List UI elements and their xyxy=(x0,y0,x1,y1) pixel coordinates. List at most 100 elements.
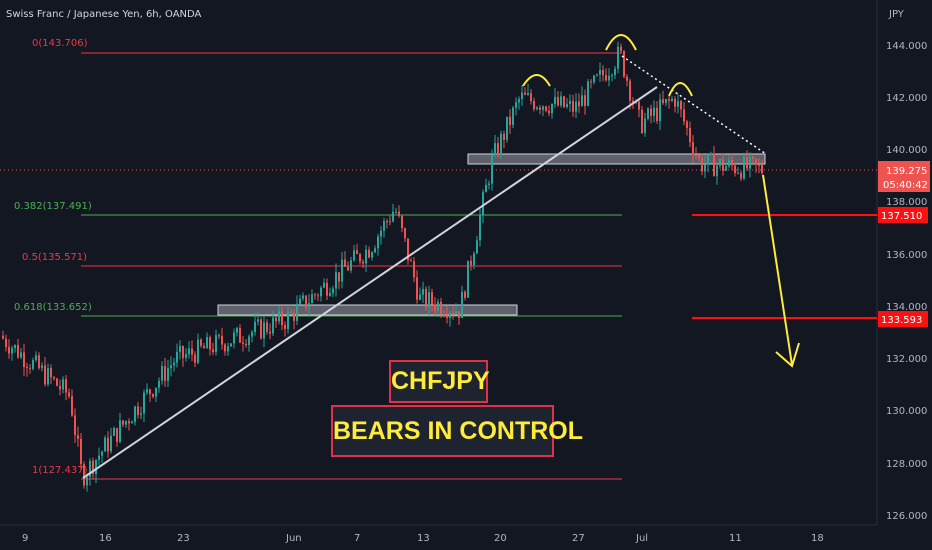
candle-body xyxy=(113,428,115,436)
candle-body xyxy=(440,301,442,315)
candle-body xyxy=(689,127,691,143)
candle-body xyxy=(338,272,340,282)
fibonacci-retracement[interactable]: 0(143.706) 0.382(137.491) 0.5(135.571) 0… xyxy=(14,38,622,480)
candle-body xyxy=(359,253,361,262)
candle-body xyxy=(329,293,331,296)
chart-title: Swiss Franc / Japanese Yen, 6h, OANDA xyxy=(6,9,202,20)
candle-body xyxy=(401,215,403,229)
candle-body xyxy=(419,294,421,300)
candle-body xyxy=(653,107,655,116)
descending-dotted-line[interactable] xyxy=(621,55,767,155)
projection-arrow[interactable] xyxy=(762,174,793,366)
candle-body xyxy=(380,230,382,237)
candle-body xyxy=(545,106,547,111)
candle-body xyxy=(260,319,262,339)
candle-body xyxy=(332,288,334,294)
candle-body xyxy=(755,158,757,165)
candle-body xyxy=(530,92,532,102)
candle-body xyxy=(725,166,727,171)
candle-body xyxy=(2,335,4,339)
candle-body xyxy=(278,311,280,322)
candle-body xyxy=(149,389,151,394)
candle-body xyxy=(398,211,400,216)
candle-body xyxy=(347,266,349,271)
candle-body xyxy=(95,459,97,475)
candle-body xyxy=(437,301,439,311)
time-tick: 18 xyxy=(811,533,824,544)
candle-body xyxy=(275,317,277,322)
candle-body xyxy=(671,98,673,101)
candle-body xyxy=(761,164,763,173)
candle-body xyxy=(446,315,448,318)
candle-body xyxy=(449,313,451,318)
candle-body xyxy=(143,392,145,414)
candle-body xyxy=(428,292,430,308)
candle-body xyxy=(53,377,55,379)
currency-label: JPY xyxy=(888,9,905,20)
candle-body xyxy=(434,304,436,311)
candle-body xyxy=(68,392,70,397)
candle-body xyxy=(284,325,286,329)
candle-body xyxy=(257,319,259,322)
time-axis[interactable]: 9 16 23 Jun 7 13 20 27 Jul 11 18 xyxy=(22,533,824,544)
candle-body xyxy=(734,165,736,174)
candle-body xyxy=(539,107,541,110)
candle-body xyxy=(242,342,244,344)
candle-body xyxy=(311,294,313,304)
candle-body xyxy=(59,385,61,390)
candlestick-series[interactable] xyxy=(2,41,763,492)
candle-body xyxy=(743,156,745,179)
candle-body xyxy=(308,303,310,309)
support-zone[interactable] xyxy=(217,304,518,316)
candle-body xyxy=(320,287,322,297)
left-shoulder-arc[interactable] xyxy=(522,74,551,87)
candle-body xyxy=(623,51,625,77)
candle-body xyxy=(218,335,220,337)
candle-body xyxy=(230,343,232,347)
candle-body xyxy=(590,81,592,83)
price-tick: 142.000 xyxy=(886,93,927,104)
candle-body xyxy=(263,322,265,339)
candle-body xyxy=(479,215,481,241)
candle-body xyxy=(254,321,256,333)
candle-body xyxy=(8,346,10,354)
head-arc[interactable] xyxy=(605,34,637,51)
candle-body xyxy=(641,109,643,133)
fib-label-0618: 0.618(133.652) xyxy=(14,302,92,313)
right-shoulder-arc[interactable] xyxy=(668,82,693,97)
candle-body xyxy=(251,332,253,337)
candle-body xyxy=(182,346,184,358)
fib-label-0: 0(143.706) xyxy=(32,38,88,49)
candle-body xyxy=(542,106,544,110)
candle-body xyxy=(719,159,721,166)
candle-body xyxy=(557,96,559,106)
uptrend-line[interactable] xyxy=(82,86,658,479)
price-axis[interactable]: 144.000 142.000 140.000 138.000 136.000 … xyxy=(886,41,927,522)
candle-body xyxy=(491,154,493,184)
candle-body xyxy=(323,282,325,288)
candle-body xyxy=(509,116,511,125)
fib-label-0382: 0.382(137.491) xyxy=(14,201,92,212)
candle-body xyxy=(374,248,376,253)
candle-body xyxy=(356,250,358,254)
candle-body xyxy=(500,133,502,156)
candle-body xyxy=(455,311,457,314)
candle-body xyxy=(431,292,433,305)
candle-body xyxy=(701,158,703,172)
candle-body xyxy=(92,460,94,475)
headline-label-box: BEARS IN CONTROL xyxy=(331,405,583,457)
candle-body xyxy=(584,95,586,106)
candle-body xyxy=(221,335,223,345)
candle-body xyxy=(554,96,556,105)
price-tick: 126.000 xyxy=(886,511,927,522)
candle-body xyxy=(167,368,169,381)
neckline-zone[interactable] xyxy=(467,153,766,165)
fib-label-05: 0.5(135.571) xyxy=(22,252,87,263)
candle-body xyxy=(47,367,49,385)
candle-body xyxy=(407,238,409,261)
candle-body xyxy=(65,379,67,393)
candle-body xyxy=(602,70,604,76)
candle-body xyxy=(608,75,610,81)
candle-body xyxy=(176,351,178,363)
